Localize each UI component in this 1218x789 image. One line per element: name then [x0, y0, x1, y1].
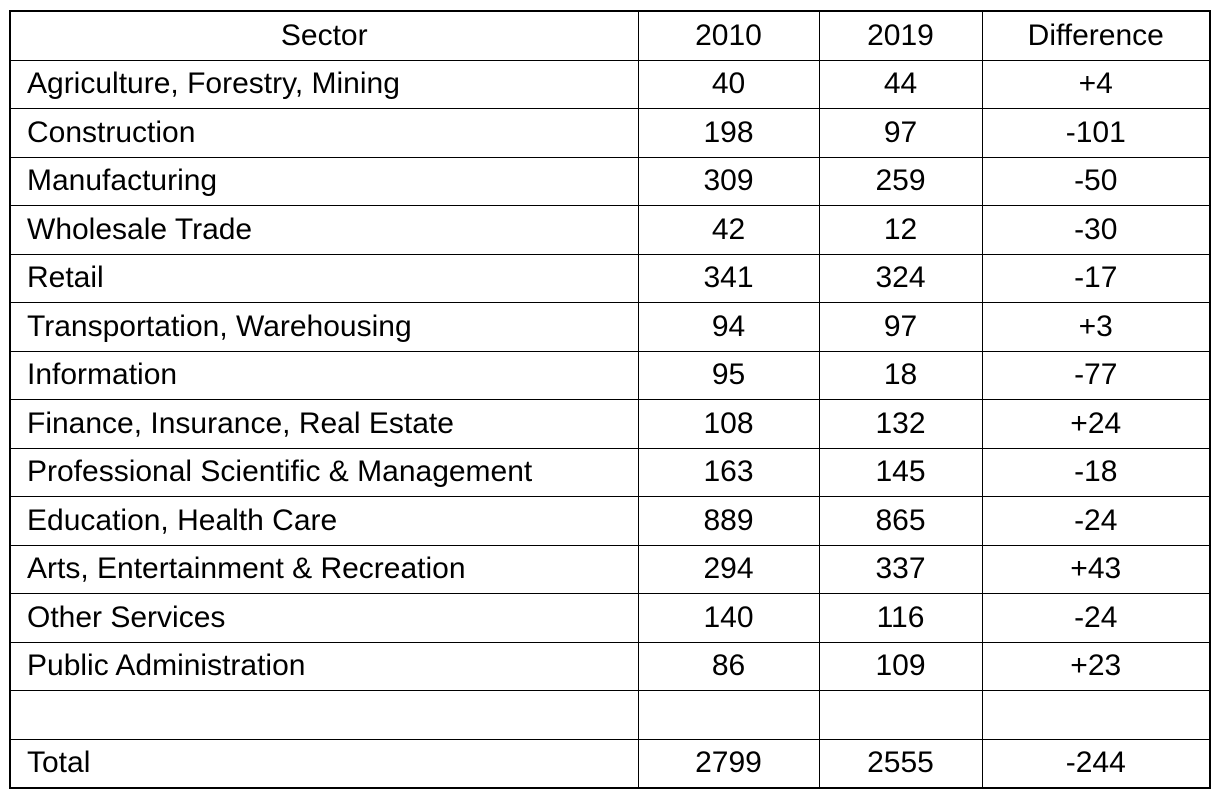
value-2010-cell: 309 [637, 156, 820, 206]
difference-cell: +3 [981, 302, 1211, 352]
total-label-cell: Total [9, 738, 639, 789]
value-2019-cell: 18 [818, 350, 983, 400]
sector-name-cell: Retail [9, 253, 639, 303]
value-2010-cell: 140 [637, 593, 820, 643]
value-2010-cell: 889 [637, 496, 820, 546]
difference-cell: +4 [981, 59, 1211, 109]
total-2010-cell: 2799 [637, 738, 820, 789]
sector-name-cell: Other Services [9, 593, 639, 643]
header-row: Sector 2010 2019 Difference [9, 10, 1211, 61]
difference-cell: -17 [981, 253, 1211, 303]
table-row: Retail 341 324 -17 [9, 253, 1211, 303]
value-2010-cell: 95 [637, 350, 820, 400]
sector-name-cell: Education, Health Care [9, 496, 639, 546]
total-row: Total 2799 2555 -244 [9, 738, 1211, 789]
value-2019-cell: 259 [818, 156, 983, 206]
table-row: Education, Health Care 889 865 -24 [9, 496, 1211, 546]
value-2019-cell: 44 [818, 59, 983, 109]
sector-name-cell: Public Administration [9, 641, 639, 691]
table-row: Public Administration 86 109 +23 [9, 641, 1211, 691]
empty-spacer-row [9, 690, 1211, 740]
value-2010-cell: 163 [637, 447, 820, 497]
value-2019-cell: 865 [818, 496, 983, 546]
value-2019-cell: 324 [818, 253, 983, 303]
value-2019-cell: 132 [818, 399, 983, 449]
sector-name-cell: Transportation, Warehousing [9, 302, 639, 352]
difference-cell: -24 [981, 593, 1211, 643]
sector-name-cell: Professional Scientific & Management [9, 447, 639, 497]
value-2010-cell: 108 [637, 399, 820, 449]
value-2010-cell: 198 [637, 108, 820, 158]
value-2019-cell: 97 [818, 108, 983, 158]
table-row: Construction 198 97 -101 [9, 108, 1211, 158]
sector-employment-table: Sector 2010 2019 Difference Agriculture,… [9, 10, 1211, 789]
table-row: Transportation, Warehousing 94 97 +3 [9, 302, 1211, 352]
difference-cell: -101 [981, 108, 1211, 158]
sector-name-cell: Wholesale Trade [9, 205, 639, 255]
difference-cell: -50 [981, 156, 1211, 206]
value-2010-cell: 86 [637, 641, 820, 691]
sector-name-cell: Arts, Entertainment & Recreation [9, 544, 639, 594]
table-row: Other Services 140 116 -24 [9, 593, 1211, 643]
value-2010-cell: 42 [637, 205, 820, 255]
sector-name-cell: Manufacturing [9, 156, 639, 206]
value-2019-cell: 116 [818, 593, 983, 643]
difference-cell: +24 [981, 399, 1211, 449]
total-2019-cell: 2555 [818, 738, 983, 789]
table-row: Finance, Insurance, Real Estate 108 132 … [9, 399, 1211, 449]
difference-cell: -30 [981, 205, 1211, 255]
table-row: Professional Scientific & Management 163… [9, 447, 1211, 497]
sector-name-cell: Finance, Insurance, Real Estate [9, 399, 639, 449]
header-2010: 2010 [637, 10, 820, 61]
sector-name-cell: Agriculture, Forestry, Mining [9, 59, 639, 109]
empty-cell [981, 690, 1211, 740]
difference-cell: -77 [981, 350, 1211, 400]
table-row: Arts, Entertainment & Recreation 294 337… [9, 544, 1211, 594]
header-2019: 2019 [818, 10, 983, 61]
difference-cell: +23 [981, 641, 1211, 691]
header-difference: Difference [981, 10, 1211, 61]
difference-cell: -18 [981, 447, 1211, 497]
table-row: Agriculture, Forestry, Mining 40 44 +4 [9, 59, 1211, 109]
value-2019-cell: 145 [818, 447, 983, 497]
value-2010-cell: 341 [637, 253, 820, 303]
value-2019-cell: 12 [818, 205, 983, 255]
difference-cell: -24 [981, 496, 1211, 546]
empty-cell [9, 690, 639, 740]
difference-cell: +43 [981, 544, 1211, 594]
header-sector: Sector [9, 10, 639, 61]
table-row: Information 95 18 -77 [9, 350, 1211, 400]
value-2010-cell: 94 [637, 302, 820, 352]
value-2019-cell: 337 [818, 544, 983, 594]
value-2019-cell: 97 [818, 302, 983, 352]
table-row: Manufacturing 309 259 -50 [9, 156, 1211, 206]
value-2010-cell: 40 [637, 59, 820, 109]
sector-name-cell: Construction [9, 108, 639, 158]
total-difference-cell: -244 [981, 738, 1211, 789]
table-row: Wholesale Trade 42 12 -30 [9, 205, 1211, 255]
value-2010-cell: 294 [637, 544, 820, 594]
value-2019-cell: 109 [818, 641, 983, 691]
empty-cell [818, 690, 983, 740]
empty-cell [637, 690, 820, 740]
sector-name-cell: Information [9, 350, 639, 400]
